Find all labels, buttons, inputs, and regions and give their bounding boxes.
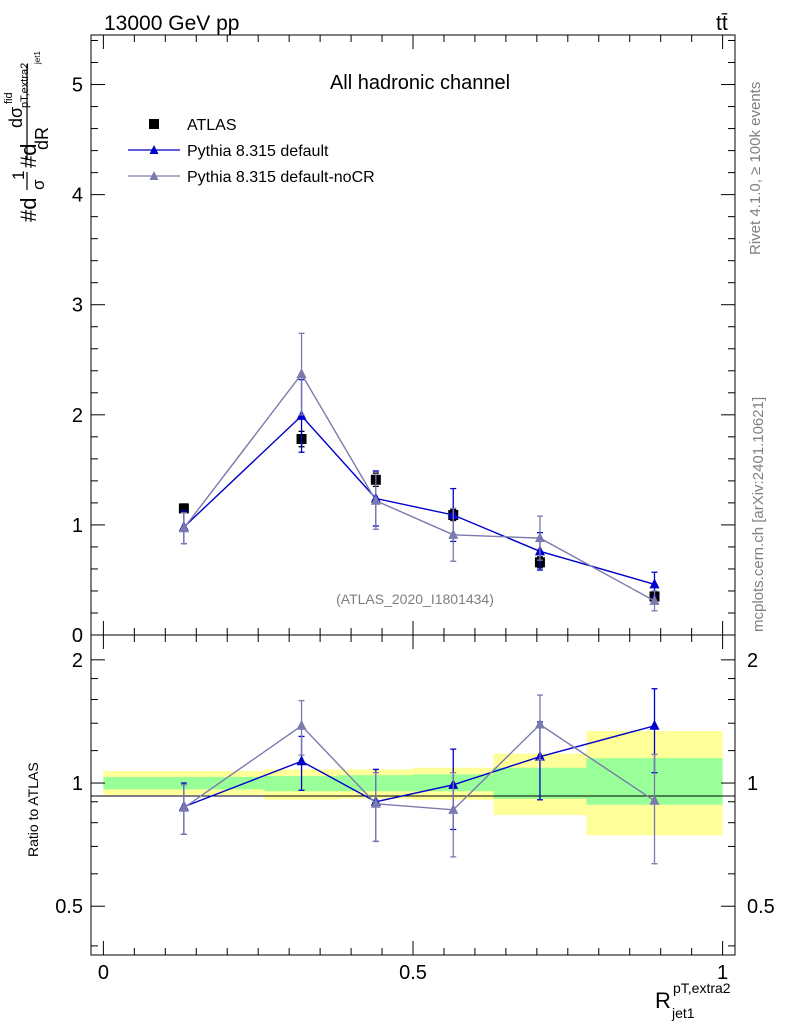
main-ytick-label: 0 <box>72 625 83 647</box>
legend-marker-pythia-nocr <box>149 171 159 180</box>
legend-label-atlas: ATLAS <box>187 117 237 134</box>
legend-label-pythia-nocr: Pythia 8.315 default-noCR <box>187 169 375 186</box>
y-label-d2: #d <box>16 144 41 168</box>
y-label-pt-extra2: pT,extra2 <box>19 63 31 108</box>
mcplots-label: mcplots.cern.ch [arXiv:2401.10621] <box>750 397 767 632</box>
main-point-2 <box>296 368 307 379</box>
ratio-xtick-label: 0.5 <box>399 962 427 984</box>
ratio-series-line-0 <box>183 725 655 808</box>
main-y-ticks: 0 1 2 3 4 5 <box>72 40 735 647</box>
main-series-line-1 <box>183 414 655 586</box>
ratio-point-1 <box>296 719 307 730</box>
x-label-sub: jet1 <box>671 1005 695 1021</box>
ratio-point-1 <box>178 801 189 812</box>
legend-label-pythia-default: Pythia 8.315 default <box>187 143 329 160</box>
ratio-ytick-label-right: 1 <box>747 773 758 795</box>
ratio-ytick-label: 2 <box>72 650 83 672</box>
main-ytick-label: 1 <box>72 515 83 537</box>
ratio-ytick-label: 0.5 <box>55 896 83 918</box>
main-y-axis-label: #d 1 σ #d dσ fid pT,extra2 jet1 dR <box>3 51 52 222</box>
legend-entry-pythia-default: Pythia 8.315 default <box>128 143 329 160</box>
legend-entry-atlas: ATLAS <box>149 117 237 134</box>
ratio-xtick-label: 0 <box>98 962 109 984</box>
ratio-series <box>178 688 660 865</box>
ratio-ytick-label: 1 <box>72 773 83 795</box>
ratio-point-1 <box>370 797 381 808</box>
ratio-series-line-1 <box>183 723 655 811</box>
y-label-d1: #d <box>16 198 41 222</box>
analysis-label: (ATLAS_2020_I1801434) <box>336 591 494 607</box>
main-point-1 <box>649 578 660 589</box>
ratio-point-1 <box>448 803 459 814</box>
legend-entry-pythia-nocr: Pythia 8.315 default-noCR <box>128 169 375 186</box>
main-ytick-label: 5 <box>72 75 83 97</box>
y-label-fid: fid <box>3 92 15 104</box>
main-x-ticks <box>102 35 724 635</box>
y-label-dsigma: dσ <box>6 107 26 128</box>
main-series <box>178 332 660 612</box>
main-series-line-2 <box>183 372 655 602</box>
rivet-label: Rivet 4.1.0, ≥ 100k events <box>747 82 764 255</box>
ratio-ytick-label-right: 2 <box>747 650 758 672</box>
main-point-2 <box>178 522 189 533</box>
process-label: tt̄ <box>716 12 728 35</box>
ratio-y-ticks: 0.5 0.5 1 1 2 2 <box>55 650 775 947</box>
ratio-y-label: Ratio to ATLAS <box>25 762 41 857</box>
x-label-sup: pT,extra2 <box>673 980 731 996</box>
y-label-one: 1 <box>9 171 28 180</box>
ratio-panel: 0.5 0.51 12 2 0 0.5 1 Ratio to ATLAS <box>25 634 775 984</box>
x-axis-label: R pT,extra2 jet1 <box>655 980 731 1021</box>
ratio-point-1 <box>649 794 660 805</box>
y-label-jet1: jet1 <box>33 51 42 65</box>
main-point-2 <box>370 494 381 505</box>
main-ytick-label: 3 <box>72 295 83 317</box>
main-point-atlas <box>178 503 189 514</box>
ratio-point-0 <box>649 719 660 730</box>
main-point-2 <box>649 594 660 605</box>
collision-label: 13000 GeV pp <box>104 12 239 35</box>
ratio-ytick-label-right: 0.5 <box>747 896 775 918</box>
legend-marker-atlas <box>149 119 159 129</box>
ratio-xtick-label: 1 <box>717 962 728 984</box>
main-point-2 <box>448 528 459 539</box>
main-ytick-label: 2 <box>72 405 83 427</box>
main-ytick-label: 4 <box>72 185 83 207</box>
main-panel: All hadronic channel (ATLAS_2020_I180143… <box>72 34 736 647</box>
legend: ATLAS Pythia 8.315 default Pythia 8.315 … <box>128 117 375 186</box>
ratio-point-0 <box>296 755 307 766</box>
legend-marker-pythia-default <box>149 145 159 154</box>
x-label-R: R <box>655 988 671 1013</box>
main-point-2 <box>534 532 545 543</box>
ratio-bands <box>103 731 723 836</box>
ratio-point-1 <box>534 718 545 729</box>
y-label-dR: dR <box>32 127 52 150</box>
y-label-sigma: σ <box>29 179 48 190</box>
main-title: All hadronic channel <box>330 72 510 94</box>
ratio-x-ticks: 0 0.5 1 <box>98 635 728 984</box>
